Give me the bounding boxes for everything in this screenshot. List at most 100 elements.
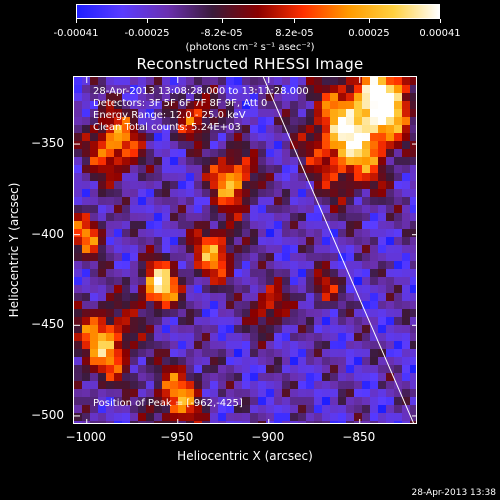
heatmap-cell bbox=[210, 117, 219, 126]
heatmap-cell bbox=[210, 333, 219, 342]
heatmap-cell bbox=[338, 133, 347, 142]
heatmap-cell bbox=[186, 229, 195, 238]
heatmap-cell bbox=[330, 293, 339, 302]
heatmap-cell bbox=[378, 85, 387, 94]
heatmap-cell bbox=[306, 317, 315, 326]
heatmap-cell bbox=[282, 413, 291, 422]
heatmap-cell bbox=[98, 117, 107, 126]
heatmap-cell bbox=[338, 165, 347, 174]
heatmap-cell bbox=[90, 413, 99, 422]
heatmap-cell bbox=[210, 389, 219, 398]
heatmap-cell bbox=[178, 109, 187, 118]
heatmap-cell bbox=[354, 157, 363, 166]
heatmap-cell bbox=[106, 101, 115, 110]
heatmap-cell bbox=[290, 405, 299, 414]
heatmap-cell bbox=[74, 245, 83, 254]
heatmap-cell bbox=[346, 77, 355, 86]
heatmap-cell bbox=[178, 365, 187, 374]
heatmap-cell bbox=[306, 293, 315, 302]
heatmap-cell bbox=[370, 277, 379, 286]
heatmap-cell bbox=[218, 181, 227, 190]
heatmap-cell bbox=[258, 357, 267, 366]
heatmap-cell bbox=[354, 197, 363, 206]
heatmap-cell bbox=[306, 133, 315, 142]
heatmap-cell bbox=[322, 413, 331, 422]
heatmap-cell bbox=[154, 101, 163, 110]
heatmap-cell bbox=[394, 349, 403, 358]
heatmap-cell bbox=[290, 269, 299, 278]
heatmap-cell bbox=[378, 197, 387, 206]
heatmap-cell bbox=[210, 189, 219, 198]
heatmap-cell bbox=[322, 237, 331, 246]
heatmap-cell bbox=[178, 405, 187, 414]
heatmap-cell bbox=[250, 309, 259, 318]
heatmap-cell bbox=[330, 333, 339, 342]
heatmap-cell bbox=[226, 77, 235, 86]
heatmap-cell bbox=[282, 93, 291, 102]
heatmap-cell bbox=[298, 101, 307, 110]
heatmap-cell bbox=[146, 173, 155, 182]
heatmap-cell bbox=[282, 325, 291, 334]
heatmap-cell bbox=[90, 221, 99, 230]
heatmap-cell bbox=[210, 173, 219, 182]
heatmap-cell bbox=[378, 317, 387, 326]
heatmap-cell bbox=[250, 157, 259, 166]
heatmap-cell bbox=[394, 245, 403, 254]
heatmap-cell bbox=[338, 309, 347, 318]
heatmap-cell bbox=[322, 205, 331, 214]
heatmap-cell bbox=[202, 421, 211, 423]
heatmap-cell bbox=[114, 173, 123, 182]
heatmap-cell bbox=[410, 93, 416, 102]
heatmap-cell bbox=[258, 421, 267, 423]
heatmap-cell bbox=[202, 365, 211, 374]
heatmap-cell bbox=[394, 181, 403, 190]
heatmap-cell bbox=[170, 341, 179, 350]
heatmap-cell bbox=[258, 173, 267, 182]
heatmap-cell bbox=[378, 165, 387, 174]
heatmap-cell bbox=[370, 189, 379, 198]
heatmap-cell bbox=[410, 165, 416, 174]
heatmap-cell bbox=[218, 413, 227, 422]
heatmap-cell bbox=[162, 341, 171, 350]
heatmap-cell bbox=[130, 389, 139, 398]
heatmap-cell bbox=[194, 197, 203, 206]
heatmap-cell bbox=[282, 261, 291, 270]
heatmap-cell bbox=[298, 181, 307, 190]
heatmap-cell bbox=[194, 245, 203, 254]
heatmap-cell bbox=[290, 309, 299, 318]
heatmap-cell bbox=[186, 117, 195, 126]
heatmap-cell bbox=[130, 349, 139, 358]
heatmap-cell bbox=[138, 357, 147, 366]
heatmap-cell bbox=[250, 253, 259, 262]
heatmap-cell bbox=[202, 325, 211, 334]
heatmap-cell bbox=[274, 133, 283, 142]
heatmap-cell bbox=[194, 229, 203, 238]
heatmap-cell bbox=[130, 101, 139, 110]
heatmap-cell bbox=[402, 77, 411, 86]
heatmap-cell bbox=[114, 277, 123, 286]
heatmap-cell bbox=[370, 309, 379, 318]
heatmap-cell bbox=[154, 285, 163, 294]
heatmap-cell bbox=[298, 261, 307, 270]
heatmap-cell bbox=[266, 229, 275, 238]
heatmap-cell bbox=[106, 365, 115, 374]
heatmap-cell bbox=[218, 277, 227, 286]
heatmap-cell bbox=[226, 397, 235, 406]
heatmap-cell bbox=[130, 365, 139, 374]
heatmap-cell bbox=[138, 117, 147, 126]
heatmap-cell bbox=[146, 253, 155, 262]
heatmap-cell bbox=[106, 173, 115, 182]
heatmap-cell bbox=[306, 93, 315, 102]
heatmap-cell bbox=[402, 93, 411, 102]
heatmap-cell bbox=[202, 253, 211, 262]
heatmap-cell bbox=[298, 197, 307, 206]
heatmap-cell bbox=[370, 181, 379, 190]
heatmap-cell bbox=[258, 221, 267, 230]
heatmap-cell bbox=[314, 293, 323, 302]
heatmap-cell bbox=[186, 373, 195, 382]
heatmap-cell bbox=[282, 349, 291, 358]
heatmap-cell bbox=[234, 165, 243, 174]
heatmap-cell bbox=[154, 341, 163, 350]
heatmap-cell bbox=[338, 125, 347, 134]
heatmap-cell bbox=[218, 341, 227, 350]
